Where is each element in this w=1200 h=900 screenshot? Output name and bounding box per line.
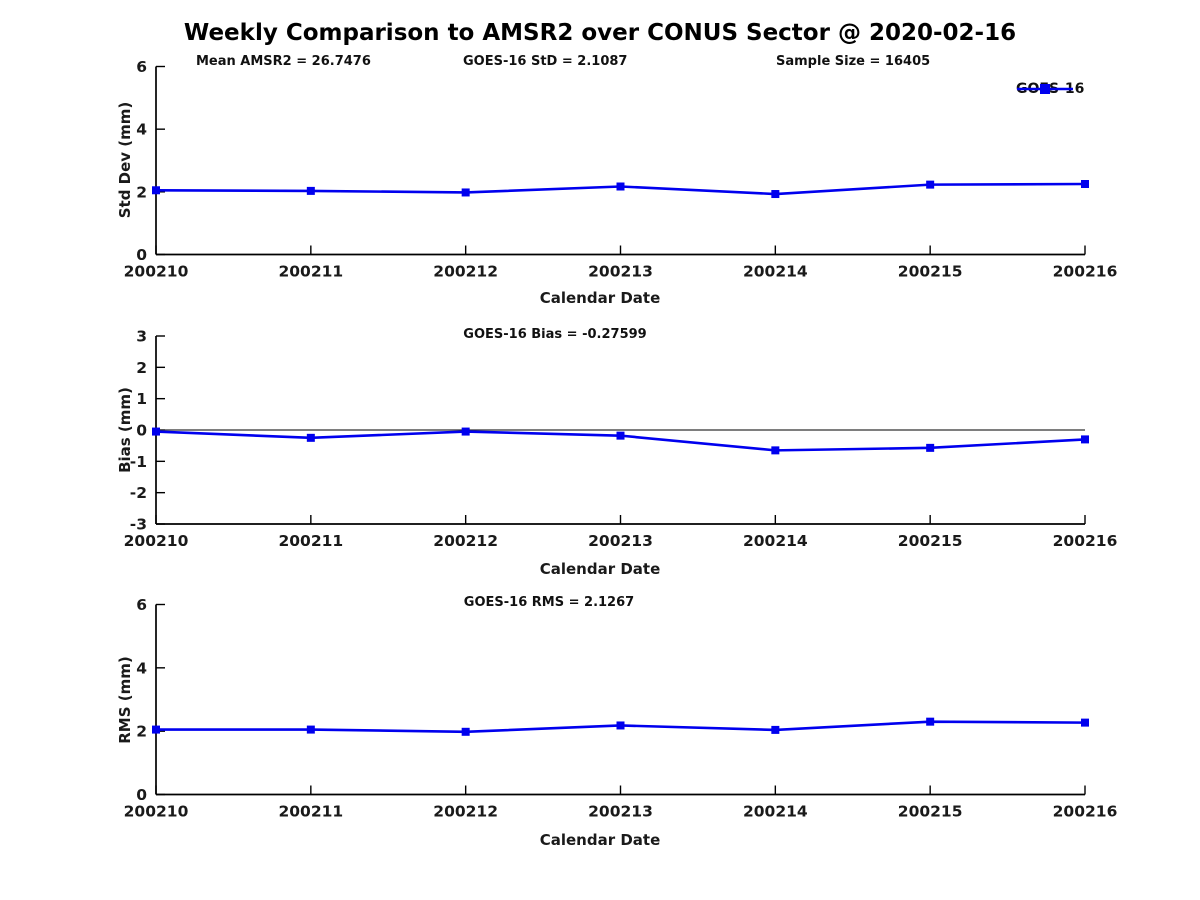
x-tick-label: 200214 — [743, 803, 808, 821]
subplot-stddev-xaxis-label: Calendar Date — [539, 289, 661, 307]
y-tick-label: -2 — [130, 484, 147, 502]
subplot-rms-subtitle: GOES-16 RMS = 2.1267 — [463, 595, 635, 610]
y-tick-label: 2 — [136, 183, 147, 201]
x-tick-label: 200214 — [743, 263, 808, 281]
data-point-marker — [771, 190, 780, 199]
subplot-rms-xaxis-label: Calendar Date — [539, 831, 661, 849]
data-point-marker — [926, 717, 935, 726]
data-point-marker — [152, 427, 160, 436]
x-tick-label: 200216 — [1053, 263, 1118, 281]
data-point-marker — [461, 727, 470, 736]
data-point-marker — [152, 186, 160, 195]
data-point-marker — [152, 725, 160, 734]
subplot-bias-xaxis-label: Calendar Date — [539, 560, 661, 578]
y-tick-label: 2 — [136, 723, 147, 741]
page-title: Weekly Comparison to AMSR2 over CONUS Se… — [183, 20, 1017, 46]
x-tick-label: 200215 — [898, 532, 963, 550]
x-tick-label: 200213 — [588, 803, 653, 821]
x-tick-label: 200216 — [1053, 532, 1118, 550]
subplot-bias-subtitle: GOES-16 Bias = -0.27599 — [463, 327, 647, 342]
stat-goes16-std: GOES-16 StD = 2.1087 — [463, 54, 628, 69]
x-tick-label: 200214 — [743, 532, 808, 550]
data-point-marker — [306, 725, 315, 734]
y-tick-label: 1 — [136, 390, 147, 408]
data-point-marker — [1081, 180, 1089, 188]
data-point-marker — [926, 443, 935, 452]
x-tick-label: 200213 — [588, 263, 653, 281]
x-tick-label: 200210 — [124, 803, 189, 821]
data-point-marker — [616, 721, 625, 730]
stat-sample-size: Sample Size = 16405 — [776, 54, 931, 69]
x-tick-label: 200215 — [898, 803, 963, 821]
data-point-marker — [461, 427, 470, 436]
y-tick-label: -1 — [130, 453, 147, 471]
data-point-marker — [1081, 718, 1089, 727]
y-tick-label: 2 — [136, 359, 147, 377]
y-tick-label: 4 — [136, 121, 147, 139]
data-point-marker — [461, 188, 470, 197]
x-tick-label: 200211 — [278, 803, 343, 821]
y-tick-label: 0 — [136, 246, 147, 264]
x-tick-label: 200215 — [898, 263, 963, 281]
x-tick-label: 200213 — [588, 532, 653, 550]
x-tick-label: 200212 — [433, 532, 498, 550]
y-tick-label: 6 — [136, 58, 147, 76]
legend-line-marker-icon — [1017, 84, 1073, 94]
data-point-marker — [306, 186, 315, 195]
y-tick-label: 0 — [136, 786, 147, 804]
x-tick-label: 200210 — [124, 532, 189, 550]
legend: GOES-16 — [1016, 81, 1084, 97]
data-point-marker — [771, 725, 780, 734]
data-point-marker — [616, 182, 625, 191]
stat-mean-amsr2: Mean AMSR2 = 26.7476 — [196, 54, 371, 69]
x-tick-label: 200211 — [278, 532, 343, 550]
y-tick-label: -3 — [130, 516, 147, 534]
y-tick-label: 4 — [136, 659, 147, 677]
y-tick-label: 6 — [136, 596, 147, 614]
x-tick-label: 200210 — [124, 263, 189, 281]
y-tick-label: 0 — [136, 422, 147, 440]
data-point-marker — [616, 431, 625, 440]
x-tick-label: 200216 — [1053, 803, 1118, 821]
data-point-marker — [306, 433, 315, 442]
y-tick-label: 3 — [136, 328, 147, 346]
x-tick-label: 200212 — [433, 263, 498, 281]
data-point-marker — [1081, 435, 1089, 444]
x-tick-label: 200211 — [278, 263, 343, 281]
data-point-marker — [771, 446, 780, 455]
x-tick-label: 200212 — [433, 803, 498, 821]
data-point-marker — [926, 180, 935, 189]
